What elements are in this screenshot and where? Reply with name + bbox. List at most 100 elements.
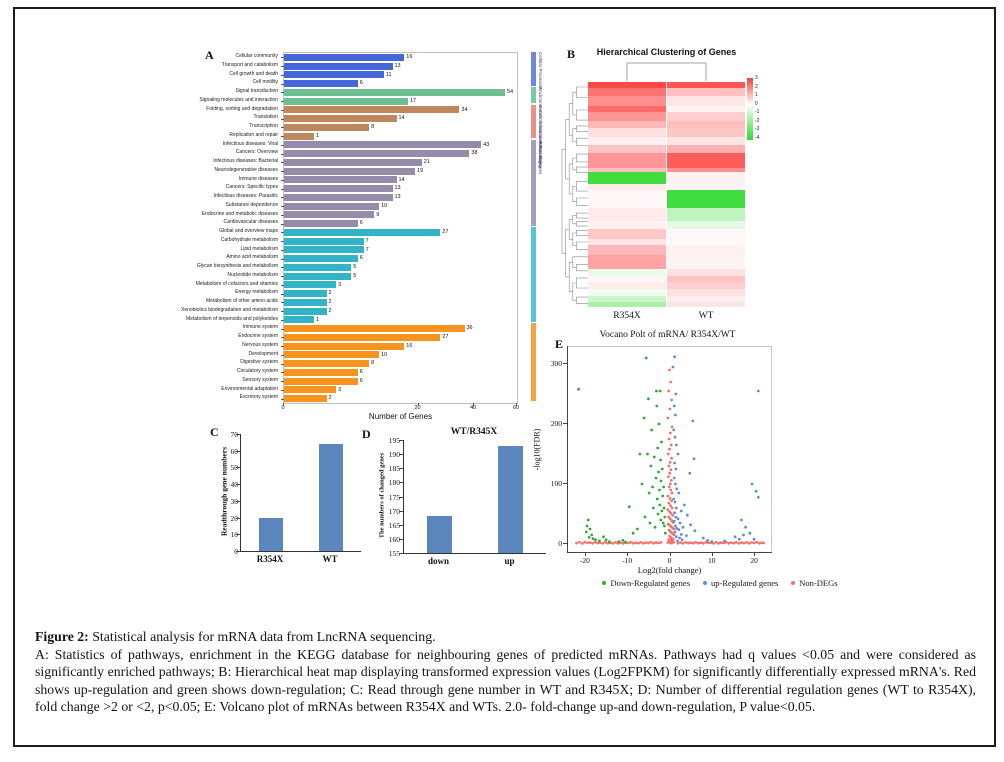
heatmap-scale-tick: 0 bbox=[755, 100, 758, 107]
heatmap-cell bbox=[667, 255, 745, 269]
d-plot-ytickmark bbox=[399, 553, 403, 554]
volcano-x-tickmark bbox=[711, 553, 713, 556]
c-plot-ytickmark bbox=[236, 500, 240, 502]
kegg-category-label: Energy metabolism bbox=[235, 289, 278, 296]
d-plot-ytick: 185 bbox=[388, 464, 400, 474]
d-plot-ytick: 160 bbox=[388, 534, 400, 544]
volcano-y-tickmark bbox=[563, 543, 567, 544]
kegg-category-labels: Cellular community Transport and cataboli… bbox=[40, 52, 281, 404]
volcano-legend: Down-Regulated genes up-Regulated genes No… bbox=[545, 578, 895, 588]
d-plot-xlabel: down bbox=[427, 556, 449, 566]
kegg-category-label: Digestive system bbox=[240, 359, 278, 366]
caption-body: A: Statistics of pathways, enrichment in… bbox=[35, 646, 976, 715]
kegg-bar-value: 6 bbox=[359, 80, 363, 87]
kegg-category-label: Nervous system bbox=[242, 341, 278, 348]
heatmap-grid bbox=[588, 82, 745, 307]
heatmap-cell bbox=[667, 189, 745, 208]
kegg-strip-label: Environmental Information Processing bbox=[538, 87, 543, 164]
kegg-bar bbox=[284, 185, 393, 193]
volcano-y-axis-title: -log10(FDR) bbox=[532, 428, 542, 471]
c-plot-ytick: 20 bbox=[230, 513, 239, 523]
kegg-bar bbox=[284, 115, 397, 123]
heatmap-cell bbox=[667, 144, 745, 154]
kegg-bar bbox=[284, 395, 327, 403]
heatmap-cell bbox=[667, 228, 745, 239]
volcano-series-0 bbox=[577, 356, 667, 544]
kegg-row-tickmark bbox=[281, 57, 284, 59]
kegg-category-label: Endocrine system bbox=[238, 333, 278, 339]
volcano-y-tickmark bbox=[563, 363, 567, 364]
c-plot-ytick: 60 bbox=[230, 446, 239, 456]
kegg-bar bbox=[284, 211, 375, 219]
heatmap-cell bbox=[588, 289, 666, 296]
heatmap-cell bbox=[667, 268, 745, 276]
kegg-bar bbox=[284, 263, 352, 271]
heatmap-cell bbox=[667, 171, 745, 185]
volcano-x-tickmark bbox=[584, 553, 586, 556]
heatmap-cell bbox=[588, 136, 666, 145]
kegg-row-tickmark bbox=[281, 66, 284, 67]
kegg-x-tick-label: 0 bbox=[281, 405, 285, 411]
c-plot-ytickmark bbox=[236, 434, 240, 435]
changed-genes-y-ticks: 155 160 165 170 175 180 185 190 195 bbox=[377, 436, 400, 558]
volcano-x-tick-label: -10 bbox=[622, 556, 633, 565]
d-plot-bar bbox=[427, 516, 452, 553]
kegg-row-tickmark bbox=[281, 258, 284, 260]
kegg-row-tickmark bbox=[281, 293, 284, 295]
c-plot-ytick: 70 bbox=[230, 430, 239, 439]
heatmap-cell bbox=[667, 120, 745, 128]
heatmap-scale-tick: 1 bbox=[755, 92, 758, 99]
kegg-row-tickmark bbox=[281, 284, 284, 286]
volcano-x-tick-label: 20 bbox=[750, 556, 758, 565]
heatmap-cell bbox=[667, 105, 745, 112]
c-plot-ytickmark bbox=[236, 534, 240, 536]
kegg-category-label: Cell growth and death bbox=[229, 70, 278, 77]
kegg-bar-value: 8 bbox=[371, 124, 375, 130]
heatmap-cell bbox=[588, 167, 666, 172]
kegg-bar bbox=[284, 106, 460, 114]
volcano-x-tickmark bbox=[627, 553, 629, 556]
kegg-row-tickmark bbox=[281, 232, 284, 234]
volcano-x-tickmark bbox=[669, 553, 671, 556]
heatmap-cell bbox=[667, 301, 745, 307]
heatmap-scale-tick: 3 bbox=[755, 75, 758, 81]
kegg-bar-value: 6 bbox=[359, 369, 363, 375]
kegg-bar bbox=[284, 97, 408, 105]
volcano-legend-item-0: Down-Regulated genes bbox=[602, 578, 690, 588]
kegg-bar bbox=[284, 246, 364, 254]
kegg-bar-value: 7 bbox=[365, 246, 369, 253]
kegg-bar-value: 2 bbox=[328, 395, 332, 402]
kegg-row-tickmark bbox=[281, 302, 284, 304]
kegg-bar bbox=[284, 333, 441, 341]
kegg-bar bbox=[284, 228, 441, 236]
kegg-x-tickmark bbox=[516, 403, 517, 406]
kegg-category-label: Endocrine and metabolic diseases bbox=[201, 210, 278, 217]
down-regulated-dot-icon bbox=[602, 581, 607, 585]
volcano-y-tickmarks bbox=[563, 346, 567, 553]
kegg-row-tickmark bbox=[281, 241, 284, 242]
heatmap-cell bbox=[588, 184, 666, 190]
c-plot-ytickmark bbox=[236, 484, 240, 486]
kegg-row-tickmark bbox=[281, 249, 284, 251]
kegg-bar-value: 9 bbox=[376, 211, 380, 218]
changed-genes-bar-chart bbox=[399, 440, 546, 554]
kegg-bar-value: 6 bbox=[359, 220, 363, 227]
kegg-bar-value: 38 bbox=[471, 150, 478, 157]
volcano-x-tick-label: 0 bbox=[667, 556, 672, 565]
kegg-bar-value: 21 bbox=[423, 159, 430, 165]
caption-title-line: Figure 2: Statistical analysis for mRNA … bbox=[35, 628, 976, 646]
kegg-row-tickmark bbox=[281, 179, 284, 181]
kegg-bar bbox=[284, 71, 384, 79]
kegg-row-tickmark bbox=[281, 363, 284, 365]
kegg-category-label: Lipid metabolism bbox=[240, 245, 278, 252]
volcano-x-tickmarks bbox=[568, 553, 773, 557]
volcano-left-spine bbox=[567, 346, 569, 553]
d-plot-ytickmark bbox=[399, 538, 403, 540]
heatmap-scale-ticks: 3 2 1 0 -1 -2 -3 -4 bbox=[755, 75, 769, 141]
kegg-bar bbox=[284, 272, 352, 280]
c-plot-bar bbox=[319, 444, 343, 551]
kegg-bar-value: 43 bbox=[483, 141, 490, 148]
kegg-category-label: Cellular community bbox=[235, 53, 278, 59]
heatmap-cell bbox=[667, 282, 745, 290]
kegg-category-label: Excretory system bbox=[239, 394, 278, 401]
